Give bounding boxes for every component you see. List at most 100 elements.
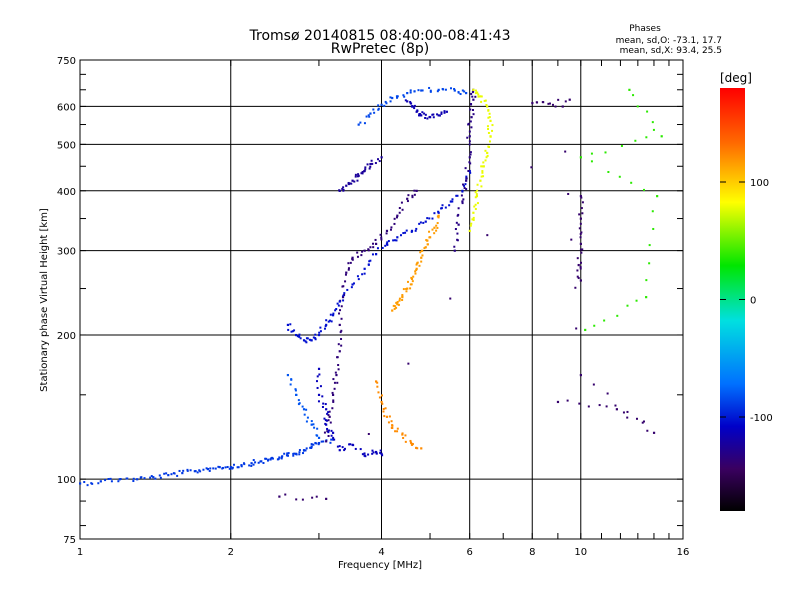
echo-point [380,452,383,455]
echo-point [476,189,479,192]
echo-point [415,267,418,270]
echo-point [340,344,343,347]
echo-point [404,231,407,234]
echo-point [339,309,342,312]
echo-point [369,112,372,115]
echo-point [338,300,341,303]
echo-point [158,474,161,477]
echo-point [340,329,343,332]
echo-point [454,228,457,231]
echo-point [383,104,386,107]
echo-point [412,275,415,278]
echo-point [472,211,475,214]
echo-point [390,226,393,229]
echo-point [318,331,321,334]
echo-point [301,498,304,501]
colorbar-tick-label: -100 [750,413,773,424]
echo-point [266,459,269,462]
echo-point [311,496,314,499]
echo-point [396,236,399,239]
echo-point [330,320,333,323]
echo-point [451,198,454,201]
echo-point [136,478,139,481]
echo-point [616,314,619,317]
echo-point [326,412,329,415]
echo-point [149,476,152,479]
echo-point [448,204,451,207]
echo-point [327,419,330,422]
echo-point [252,459,255,462]
echo-point [262,462,265,465]
y-tick-label: 300 [57,247,76,258]
echo-point [453,89,456,92]
echo-point [486,105,489,108]
echo-point [357,174,360,177]
echo-point [379,451,382,454]
echo-point [475,195,479,198]
echo-point [364,166,367,169]
chart-subtitle: RwPretec (8p) [331,41,429,57]
echo-point [484,159,487,162]
echo-point [385,102,388,105]
echo-point [488,140,491,143]
echo-point [298,449,301,452]
echo-point [484,99,487,102]
echo-point [139,476,142,479]
echo-point [393,239,396,242]
echo-point [254,461,257,464]
x-tick-label: 2 [228,547,234,558]
echo-point [150,475,153,478]
echo-point [296,335,299,338]
echo-point [380,236,383,239]
echo-point [590,152,593,155]
echo-point [381,246,384,249]
echo-point [456,194,459,197]
echo-point [104,479,107,482]
echo-point [476,202,479,205]
echo-point [298,333,301,336]
echo-point [487,145,490,148]
echo-point [323,327,326,330]
echo-point [480,175,483,178]
echo-point [240,465,243,468]
echo-point [464,183,467,186]
echo-point [646,429,649,432]
echo-point [406,287,409,290]
echo-point [374,380,378,383]
echo-point [349,182,352,185]
echo-point [325,419,328,422]
echo-point [398,297,401,300]
echo-point [393,222,396,225]
echo-point [369,165,372,168]
echo-point [328,415,331,418]
echo-point [342,186,345,189]
echo-point [371,449,374,452]
echo-point [324,422,327,425]
echo-point [360,254,363,257]
echo-point [418,264,421,267]
echo-point [361,172,364,175]
echo-point [393,307,396,310]
echo-point [471,95,474,98]
echo-point [475,193,478,196]
echo-point [351,256,354,259]
echo-point [392,304,395,307]
echo-point [374,162,377,165]
echo-point [323,431,326,434]
echo-point [305,447,308,450]
echo-point [356,251,359,254]
echo-point [399,234,402,237]
echo-point [580,196,583,199]
echo-point [397,303,400,306]
echo-point [634,139,637,142]
echo-point [186,469,189,472]
echo-point [645,296,648,299]
echo-point [420,260,423,263]
echo-point [126,477,129,480]
echo-point [410,283,413,286]
echo-point [281,455,284,458]
echo-point [407,362,410,365]
echo-point [464,167,467,170]
echo-point [402,94,405,97]
